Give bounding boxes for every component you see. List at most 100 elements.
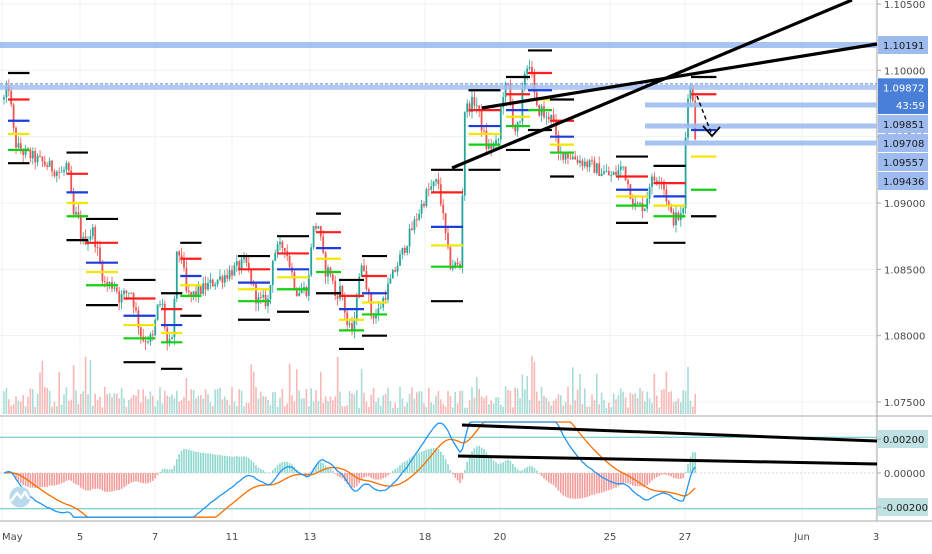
price-tick-label: 1.09000 <box>884 199 925 210</box>
volume-bar <box>334 396 336 414</box>
candle-body <box>624 166 627 181</box>
volume-bar <box>125 406 128 414</box>
candle-body <box>324 252 327 277</box>
candle-body <box>120 294 123 303</box>
macd-histogram-bar <box>444 459 447 473</box>
price-badge-label: 1.09851 <box>883 120 924 131</box>
volume-bar <box>435 395 437 414</box>
price-badge-bg <box>878 115 928 133</box>
macd-histogram-bar <box>456 473 459 481</box>
candle-body <box>202 283 205 295</box>
time-tick-label: May <box>2 532 23 543</box>
macd-histogram-bar <box>404 461 406 473</box>
macd-histogram-bar <box>536 470 538 473</box>
volume-bar <box>274 392 276 414</box>
volume-bar <box>128 399 130 414</box>
candle-body <box>605 171 608 172</box>
volume-bar <box>404 406 406 414</box>
volume-bar <box>140 402 142 414</box>
candle-body <box>262 294 265 298</box>
volume-bar <box>627 407 629 414</box>
macd-histogram-bar <box>612 473 615 489</box>
candle-body <box>91 227 94 237</box>
candle-body <box>144 340 147 343</box>
candle-body <box>377 308 380 315</box>
volume-bar <box>512 407 514 414</box>
macd-histogram-bar <box>180 450 183 473</box>
volume-bar <box>684 390 687 414</box>
price-badge-label: 1.09436 <box>883 177 924 188</box>
macd-histogram-bar <box>603 473 605 492</box>
volume-bar <box>92 405 94 414</box>
macd-histogram-bar <box>663 473 665 475</box>
macd-histogram-bar <box>34 473 36 489</box>
volume-bar <box>8 399 10 414</box>
volume-bar <box>680 402 682 414</box>
macd-histogram-bar <box>560 473 562 494</box>
macd-histogram-bar <box>689 456 692 473</box>
volume-bar <box>447 390 449 414</box>
price-badge-bg <box>878 153 928 171</box>
volume-bar <box>310 388 312 414</box>
macd-histogram-bar <box>416 453 418 473</box>
volume-bar <box>284 406 286 414</box>
candle-body <box>341 285 344 297</box>
time-tick-label: 13 <box>304 532 317 543</box>
macd-histogram-bar <box>116 473 118 491</box>
candle-body <box>629 184 632 199</box>
candle-body <box>94 227 97 248</box>
macd-histogram-bar <box>375 473 377 480</box>
candle-body <box>295 288 298 296</box>
macd-histogram-bar <box>694 452 696 473</box>
macd-histogram-bar <box>51 473 53 486</box>
macd-histogram-bar <box>209 453 212 473</box>
macd-histogram-bar <box>531 466 533 473</box>
candle-body <box>223 275 226 283</box>
macd-histogram-bar <box>617 473 620 487</box>
candle-body <box>571 156 574 159</box>
candle-body <box>432 181 435 187</box>
candle-body <box>190 292 193 296</box>
macd-histogram-bar <box>17 473 20 481</box>
volume-bar <box>466 407 468 414</box>
volume-bar <box>209 402 212 414</box>
volume-bar <box>286 403 288 414</box>
macd-histogram-bar <box>250 460 252 473</box>
macd-histogram-bar <box>111 473 113 492</box>
volume-bar <box>639 388 641 414</box>
candle-body <box>588 160 591 168</box>
macd-histogram-bar <box>447 464 449 473</box>
volume-bar <box>545 397 548 414</box>
volume-bar <box>478 388 480 414</box>
volume-bar <box>84 356 87 414</box>
volume-bar <box>336 356 339 414</box>
volume-bar <box>442 403 444 414</box>
price-tick-label: 1.08500 <box>884 265 925 276</box>
candle-body <box>238 261 241 270</box>
volume-bar <box>17 400 20 414</box>
volume-bar <box>533 361 536 414</box>
volume-bar <box>116 393 118 414</box>
macd-histogram-bar <box>435 448 437 473</box>
candle-body <box>519 121 521 123</box>
volume-bar <box>56 406 58 414</box>
volume-bar <box>27 396 29 414</box>
macd-histogram-bar <box>682 473 684 479</box>
macd-histogram-bar <box>656 473 658 478</box>
macd-histogram-bar <box>130 473 132 483</box>
macd-histogram-bar <box>240 456 243 473</box>
macd-histogram-bar <box>392 470 394 473</box>
volume-bar <box>502 406 504 414</box>
candle-body <box>39 155 41 157</box>
volume-bar <box>603 399 605 414</box>
volume-bar <box>185 377 188 414</box>
volume-bar <box>243 406 245 414</box>
macd-histogram-bar <box>620 473 622 485</box>
volume-bar <box>538 400 540 414</box>
volume-bar <box>394 402 396 414</box>
candle-body <box>135 307 137 311</box>
macd-histogram-bar <box>509 460 512 473</box>
volume-bar <box>264 396 267 414</box>
